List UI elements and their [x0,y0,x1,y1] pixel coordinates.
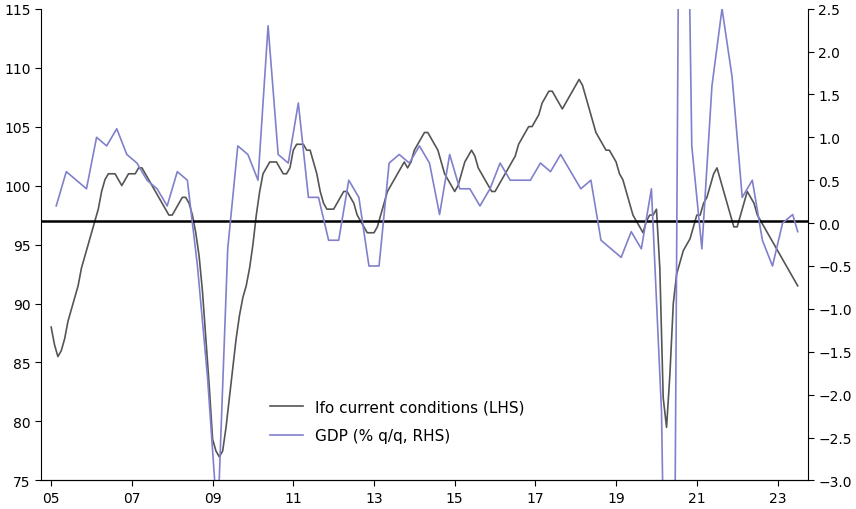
Legend: Ifo current conditions (LHS), GDP (% q/q, RHS): Ifo current conditions (LHS), GDP (% q/q… [264,393,531,449]
GDP (% q/q, RHS) [646,186,657,192]
GDP (% q/q, RHS) [111,126,122,132]
GDP (% q/q, RHS) [51,204,62,210]
Ifo current conditions (LHS) [389,177,399,183]
GDP (% q/q, RHS) [737,195,747,201]
Ifo current conditions (LHS) [214,454,224,460]
Ifo current conditions (LHS) [574,77,585,83]
Ifo current conditions (LHS) [211,448,221,454]
Ifo current conditions (LHS) [430,142,440,148]
Ifo current conditions (LHS) [793,283,803,289]
Ifo current conditions (LHS) [359,224,369,231]
Ifo current conditions (LHS) [786,271,796,277]
GDP (% q/q, RHS) [616,255,627,261]
GDP (% q/q, RHS) [687,144,697,150]
Line: GDP (% q/q, RHS): GDP (% q/q, RHS) [56,0,798,509]
Ifo current conditions (LHS) [339,189,349,195]
Line: Ifo current conditions (LHS): Ifo current conditions (LHS) [51,80,798,457]
Ifo current conditions (LHS) [46,324,56,330]
GDP (% q/q, RHS) [793,229,803,235]
GDP (% q/q, RHS) [636,246,646,252]
